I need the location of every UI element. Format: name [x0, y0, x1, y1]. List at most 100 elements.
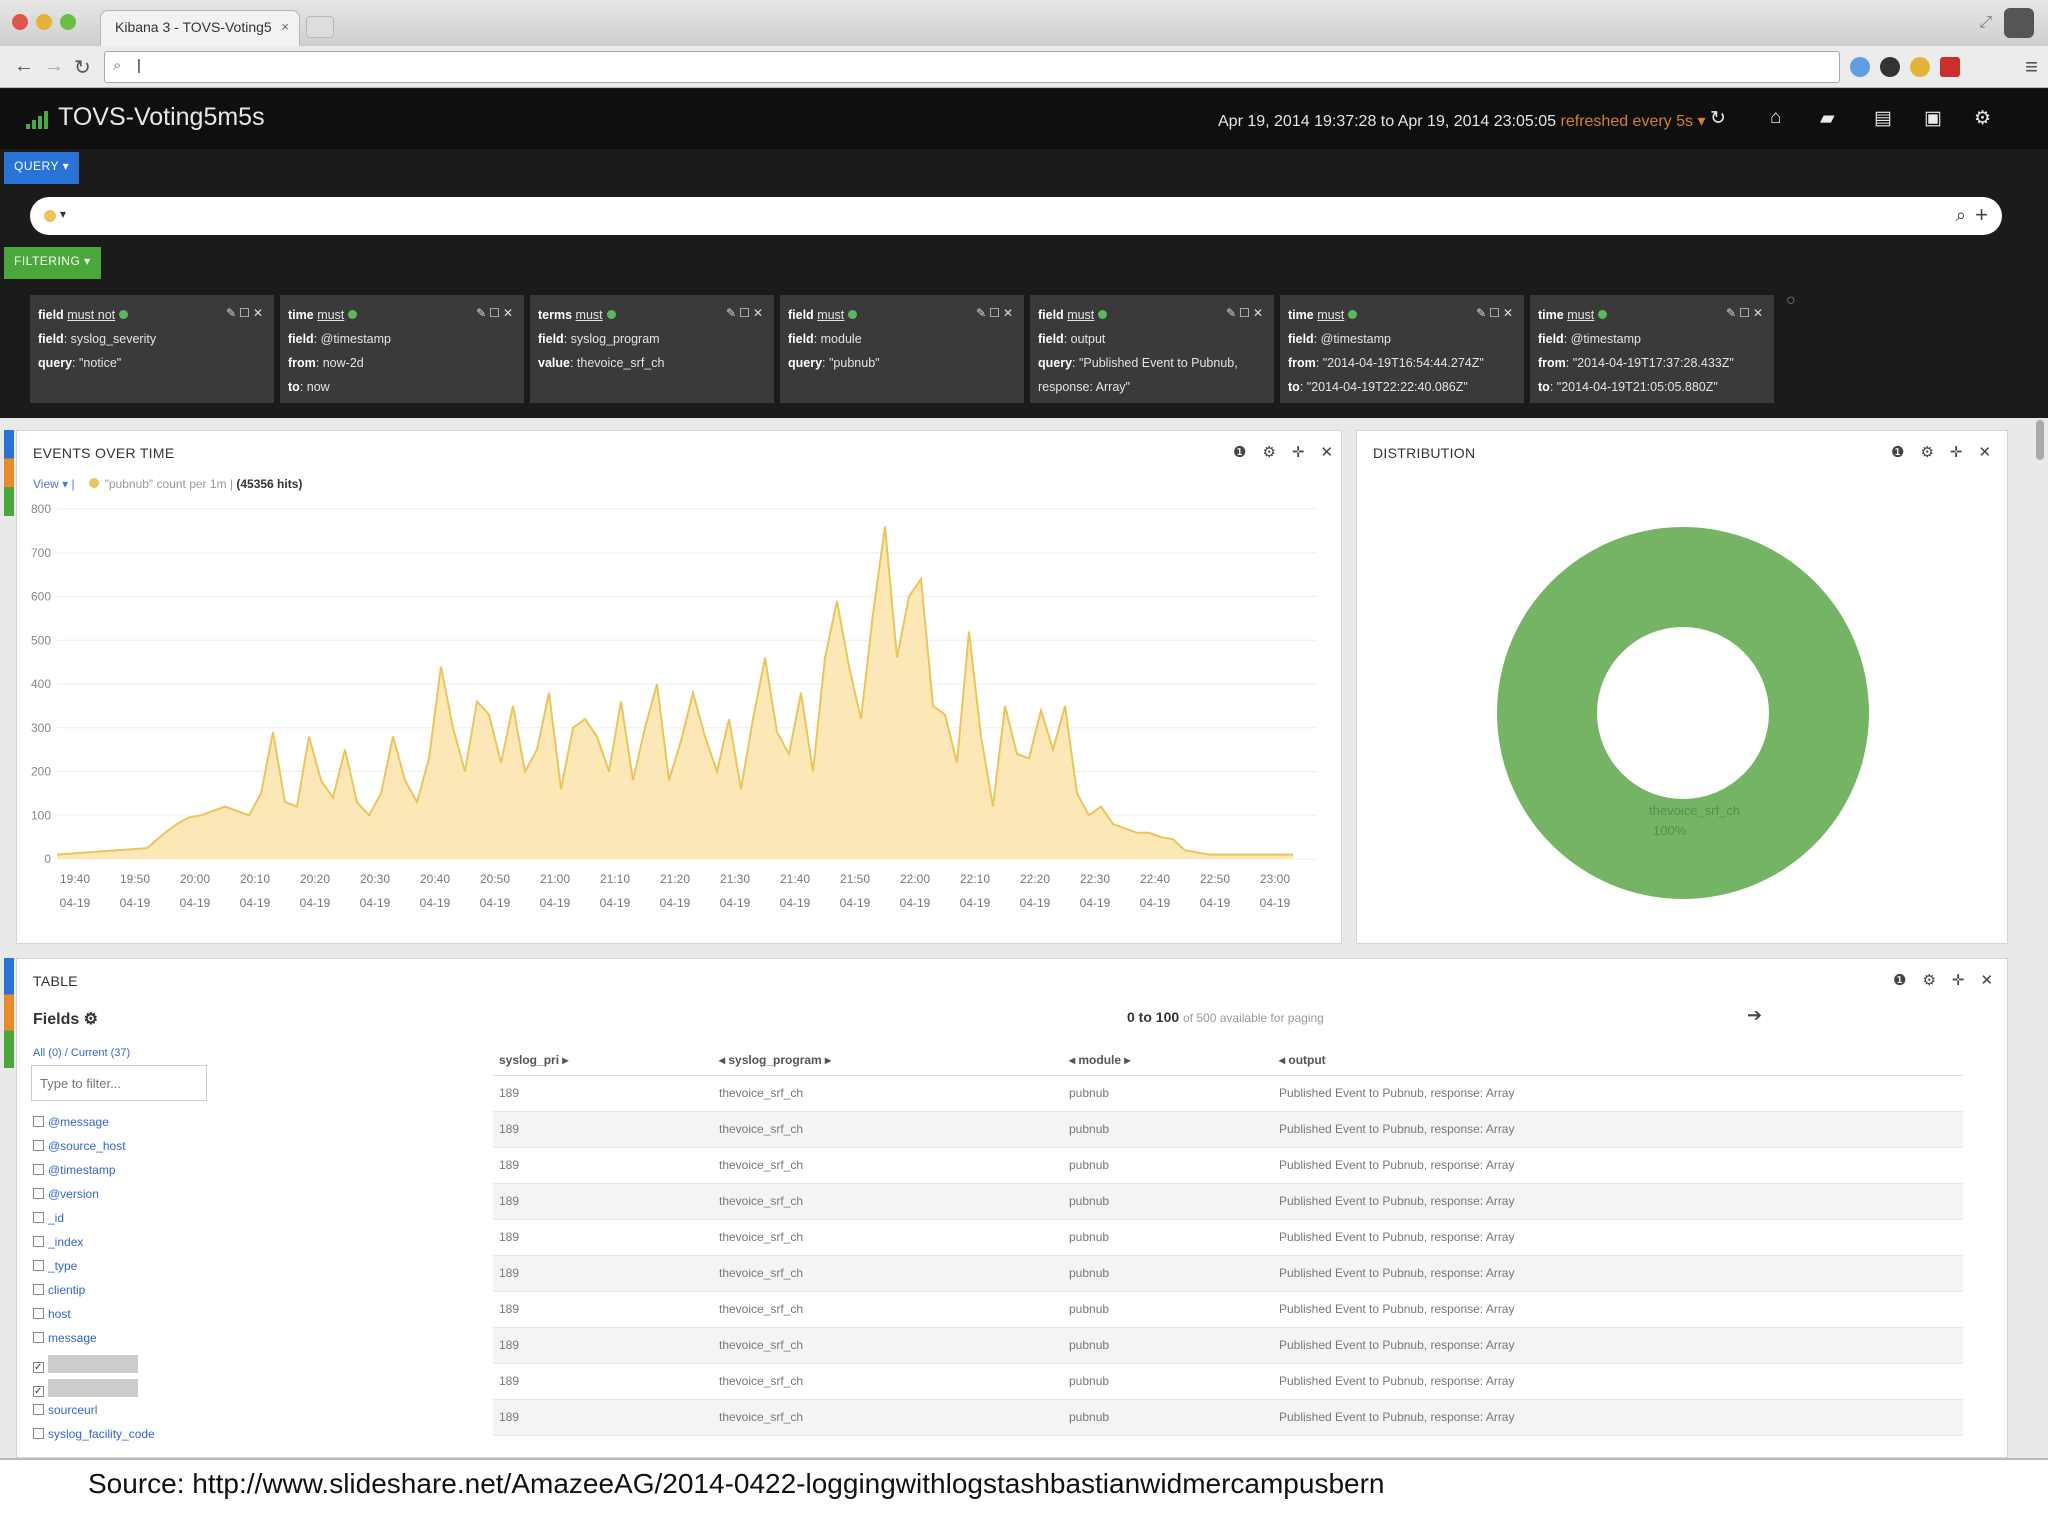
zoom-window-icon[interactable]	[60, 14, 76, 30]
distribution-donut[interactable]: thevoice_srf_ch 100%	[1357, 465, 2009, 945]
field-checkbox[interactable]: ✓	[33, 1386, 44, 1397]
field-name-link[interactable]: _id	[48, 1211, 65, 1225]
save-icon[interactable]: ▤	[1874, 108, 1892, 129]
remove-filter-icon[interactable]: ✕	[502, 306, 516, 320]
field-list-item[interactable]: _type	[33, 1259, 233, 1283]
filter-mode[interactable]: must not	[67, 308, 116, 322]
home-icon[interactable]: ⌂	[1770, 107, 1782, 128]
edit-filter-icon[interactable]: ✎	[726, 306, 740, 320]
filter-mode[interactable]: must	[575, 308, 603, 322]
field-filter-input[interactable]	[31, 1065, 207, 1101]
settings-icon[interactable]: ⚙	[1974, 108, 1992, 129]
reload-icon[interactable]: ↻	[74, 57, 91, 79]
view-dropdown[interactable]: View ▾ |	[33, 477, 75, 491]
forward-icon[interactable]: →	[44, 55, 64, 77]
field-checkbox[interactable]	[33, 1236, 44, 1247]
filter-active-dot[interactable]	[1598, 310, 1608, 319]
filtering-section-toggle[interactable]: FILTERING ▾	[4, 247, 101, 279]
extension-icon[interactable]	[1880, 57, 1900, 77]
selected-field-label[interactable]	[48, 1355, 138, 1373]
table-row[interactable]: 189 thevoice_srf_ch pubnub Published Event …	[493, 1399, 1963, 1436]
field-list-item[interactable]: clientip	[33, 1283, 233, 1307]
field-list-item[interactable]: message	[33, 1331, 233, 1355]
filter-card[interactable]: field must ✎☐✕ field: output query: "Publis…	[1030, 295, 1274, 403]
share-icon[interactable]: ▣	[1924, 108, 1942, 129]
table-row[interactable]: 189 thevoice_srf_ch pubnub Published Event …	[493, 1219, 1963, 1256]
table-row[interactable]: 189 thevoice_srf_ch pubnub Published Event …	[493, 1363, 1963, 1400]
field-name-link[interactable]: _type	[48, 1259, 78, 1273]
toggle-filter-icon[interactable]: ☐	[489, 306, 503, 320]
row-marker[interactable]	[4, 430, 14, 516]
query-input[interactable]: ▾ ⌕ +	[30, 197, 2002, 235]
search-icon[interactable]: ⌕	[1955, 205, 1966, 225]
move-icon[interactable]: ✛	[1949, 444, 1963, 461]
field-list-item[interactable]: sourceurl	[33, 1403, 233, 1427]
field-name-link[interactable]: message	[48, 1331, 97, 1345]
field-checkbox[interactable]: ✓	[33, 1362, 44, 1373]
column-header[interactable]: ◂ syslog_program ▸	[713, 1045, 1063, 1076]
field-checkbox[interactable]	[33, 1164, 44, 1175]
column-header[interactable]: ◂ output	[1273, 1045, 1963, 1076]
toggle-filter-icon[interactable]: ☐	[239, 306, 253, 320]
field-checkbox[interactable]	[33, 1116, 44, 1127]
edit-filter-icon[interactable]: ✎	[1226, 306, 1240, 320]
gear-icon[interactable]: ⚙	[1262, 444, 1276, 461]
series-area[interactable]	[57, 526, 1293, 860]
info-icon[interactable]: ❶	[1893, 972, 1907, 989]
table-row[interactable]: 189 thevoice_srf_ch pubnub Published Event …	[493, 1147, 1963, 1184]
close-window-icon[interactable]	[12, 14, 28, 30]
field-name-link[interactable]: _index	[48, 1235, 84, 1249]
browser-tab[interactable]: Kibana 3 - TOVS-Voting5 ×	[100, 10, 300, 46]
series-line[interactable]	[56, 526, 1293, 856]
filter-active-dot[interactable]	[119, 310, 129, 319]
table-row[interactable]: 189 thevoice_srf_ch pubnub Published Event …	[493, 1183, 1963, 1220]
field-list-item[interactable]: _index	[33, 1235, 233, 1259]
extension-icon[interactable]	[1940, 57, 1960, 77]
query-caret-icon[interactable]: ▾	[60, 207, 67, 221]
fields-toggle-link[interactable]: All (0) / Current (37)	[33, 1047, 131, 1059]
move-icon[interactable]: ✛	[1951, 972, 1965, 989]
close-icon[interactable]: ✕	[1978, 444, 1992, 461]
toggle-filter-icon[interactable]: ☐	[1489, 306, 1503, 320]
filter-card[interactable]: time must ✎☐✕ field: @timestamp from: "2014…	[1530, 295, 1774, 403]
field-list-item[interactable]: ✓	[33, 1355, 233, 1379]
row-marker[interactable]	[4, 958, 14, 1068]
table-row[interactable]: 189 thevoice_srf_ch pubnub Published Event …	[493, 1075, 1963, 1112]
field-checkbox[interactable]	[33, 1260, 44, 1271]
refresh-icon[interactable]: ↻	[1710, 108, 1726, 129]
field-checkbox[interactable]	[33, 1332, 44, 1343]
remove-filter-icon[interactable]: ✕	[1502, 306, 1516, 320]
move-icon[interactable]: ✛	[1291, 444, 1305, 461]
filter-active-dot[interactable]	[348, 310, 358, 319]
new-tab-button[interactable]	[306, 16, 334, 38]
info-icon[interactable]: ❶	[1233, 444, 1247, 461]
field-checkbox[interactable]	[33, 1404, 44, 1415]
gear-icon[interactable]: ⚙	[1920, 444, 1934, 461]
close-icon[interactable]: ✕	[1320, 444, 1334, 461]
filter-card[interactable]: field must not ✎☐✕ field: syslog_severity q…	[30, 295, 274, 403]
field-name-link[interactable]: clientip	[48, 1283, 86, 1297]
filter-mode[interactable]: must	[817, 308, 845, 322]
user-avatar-icon[interactable]	[2004, 8, 2034, 38]
field-name-link[interactable]: @message	[48, 1115, 109, 1129]
close-icon[interactable]: ✕	[1980, 972, 1994, 989]
filter-card[interactable]: field must ✎☐✕ field: module query: "pubnub…	[780, 295, 1024, 403]
remove-filter-icon[interactable]: ✕	[752, 306, 766, 320]
field-checkbox[interactable]	[33, 1188, 44, 1199]
field-checkbox[interactable]	[33, 1212, 44, 1223]
extension-icon[interactable]	[1850, 57, 1870, 77]
donut-slice[interactable]	[1497, 527, 1869, 899]
page-scrollbar[interactable]	[2036, 420, 2044, 460]
filter-mode[interactable]: must	[1567, 308, 1595, 322]
toggle-filter-icon[interactable]: ☐	[1739, 306, 1753, 320]
field-name-link[interactable]: host	[48, 1307, 71, 1321]
field-checkbox[interactable]	[33, 1284, 44, 1295]
field-list-item[interactable]: host	[33, 1307, 233, 1331]
add-query-icon[interactable]: +	[1975, 202, 1988, 227]
add-filter-icon[interactable]: ○	[1786, 292, 1796, 309]
column-header[interactable]: syslog_pri ▸	[493, 1045, 713, 1076]
filter-active-dot[interactable]	[1348, 310, 1358, 319]
field-list-item[interactable]: @message	[33, 1115, 233, 1139]
edit-filter-icon[interactable]: ✎	[476, 306, 490, 320]
filter-card[interactable]: terms must ✎☐✕ field: syslog_program value:…	[530, 295, 774, 403]
